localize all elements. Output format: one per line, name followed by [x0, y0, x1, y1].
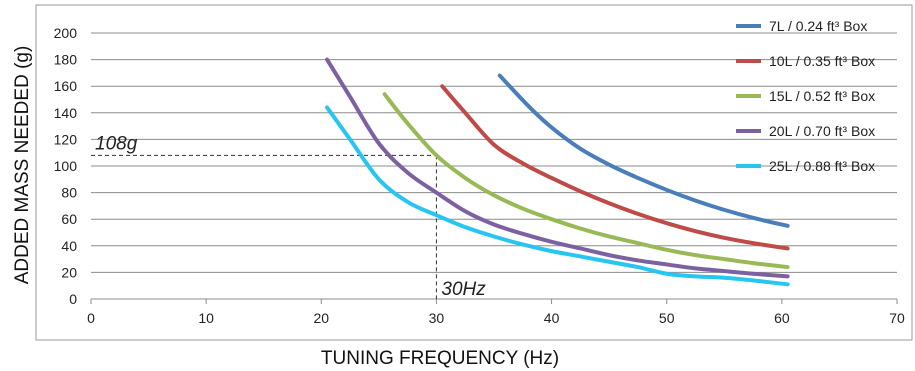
legend-label-3: 15L / 0.52 ft³ Box — [769, 88, 875, 104]
y-tick-label: 200 — [54, 25, 78, 41]
gridlines — [91, 32, 897, 273]
legend-label-4: 20L / 0.70 ft³ Box — [769, 123, 875, 139]
x-tick-label: 10 — [198, 310, 214, 326]
x-tick-label: 20 — [313, 310, 329, 326]
y-tick-label: 0 — [69, 291, 77, 307]
annotation-108g: 108g — [95, 133, 138, 154]
tick-labels: 0 20 40 60 80 100 120 140 160 180 200 0 10 20 30 40 50 60… — [54, 25, 905, 326]
series-line-4 — [325, 57, 790, 279]
x-tick-label: 60 — [774, 310, 790, 326]
legend-label-1: 7L / 0.24 ft³ Box — [769, 18, 867, 34]
series-line-5 — [325, 105, 790, 287]
y-tick-label: 120 — [54, 131, 78, 147]
chart-border — [35, 4, 913, 341]
legend: 7L / 0.24 ft³ Box 10L / 0.35 ft³ Box 15L /… — [736, 18, 875, 174]
y-tick-label: 80 — [61, 185, 77, 201]
y-axis-title: ADDED MASS NEEDED (g) — [12, 46, 33, 285]
y-tick-label: 140 — [54, 105, 78, 121]
series-line-3 — [382, 92, 790, 270]
y-tick-label: 40 — [61, 238, 77, 254]
series-line-1 — [497, 73, 790, 228]
series-lines — [325, 57, 790, 287]
x-tick-label: 0 — [87, 310, 95, 326]
y-tick-label: 160 — [54, 78, 78, 94]
x-axis-title: TUNING FREQUENCY (Hz) — [321, 348, 559, 369]
legend-label-2: 10L / 0.35 ft³ Box — [769, 53, 875, 69]
legend-label-5: 25L / 0.88 ft³ Box — [769, 158, 875, 174]
x-tick-label: 70 — [889, 310, 905, 326]
annotation-30hz: 30Hz — [441, 279, 486, 300]
y-tick-label: 20 — [61, 264, 77, 280]
axes — [90, 298, 898, 304]
x-tick-label: 30 — [429, 310, 445, 326]
x-tick-label: 40 — [544, 310, 560, 326]
x-tick-label: 50 — [659, 310, 675, 326]
reference-guides: 108g 30Hz — [91, 133, 486, 300]
y-tick-label: 60 — [61, 211, 77, 227]
y-tick-label: 100 — [54, 158, 78, 174]
y-tick-label: 180 — [54, 52, 78, 68]
series-line-2 — [440, 84, 790, 251]
